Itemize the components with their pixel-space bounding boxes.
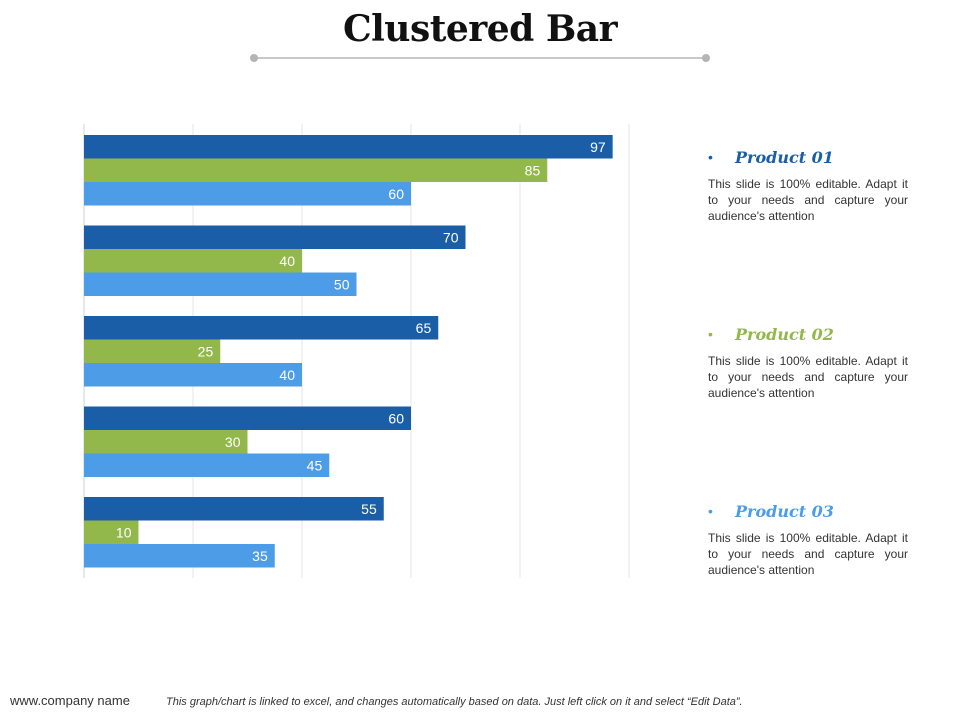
bullet-icon: • <box>708 149 713 165</box>
bar-data-label: 25 <box>198 343 214 359</box>
bar[interactable] <box>84 430 248 454</box>
legend-name: Product 02 <box>735 324 834 344</box>
bar[interactable] <box>84 135 613 159</box>
bar[interactable] <box>84 272 357 297</box>
legend-name: Product 03 <box>735 501 834 521</box>
bar-data-label: 50 <box>334 276 350 292</box>
bar-data-label: 40 <box>279 367 295 383</box>
bullet-icon: • <box>708 503 713 519</box>
legend-item-product-02: • Product 02 This slide is 100% editable… <box>708 323 908 401</box>
title-divider <box>254 57 706 59</box>
bar[interactable] <box>84 453 330 478</box>
bar-data-label: 40 <box>279 253 295 269</box>
bar[interactable] <box>84 520 139 545</box>
bar[interactable] <box>84 497 384 521</box>
bar[interactable] <box>84 339 221 364</box>
bar-data-label: 55 <box>361 501 377 517</box>
legend-item-product-01: • Product 01 This slide is 100% editable… <box>708 146 908 224</box>
bar[interactable] <box>84 182 411 206</box>
bar[interactable] <box>84 158 548 183</box>
bar-data-label: 85 <box>525 162 541 178</box>
bullet-icon: • <box>708 326 713 342</box>
page-title: Clustered Bar <box>342 8 618 50</box>
bar[interactable] <box>84 406 411 431</box>
bar[interactable] <box>84 363 302 387</box>
title-divider-right-dot <box>702 54 710 62</box>
legend-item-product-03: • Product 03 This slide is 100% editable… <box>708 500 908 578</box>
bar[interactable] <box>84 544 275 568</box>
legend-description: This slide is 100% editable. Adapt it to… <box>708 354 908 400</box>
bar-data-label: 70 <box>443 229 459 245</box>
legend-description: This slide is 100% editable. Adapt it to… <box>708 177 908 223</box>
legend-name: Product 01 <box>735 147 834 167</box>
bar-data-label: 65 <box>416 320 432 336</box>
bar-data-label: 60 <box>388 410 404 426</box>
bar-data-label: 60 <box>388 186 404 202</box>
bar-data-label: 30 <box>225 434 241 450</box>
footer-note: This graph/chart is linked to excel, and… <box>166 696 743 708</box>
legend-description: This slide is 100% editable. Adapt it to… <box>708 531 908 577</box>
bar[interactable] <box>84 316 439 340</box>
bar[interactable] <box>84 249 302 273</box>
bar[interactable] <box>84 225 466 250</box>
title-divider-left-dot <box>250 54 258 62</box>
bar-data-label: 35 <box>252 548 268 564</box>
bar-data-label: 10 <box>116 524 132 540</box>
bar-data-label: 97 <box>590 139 606 155</box>
footer-company[interactable]: www.company name <box>10 693 130 708</box>
bar-data-label: 45 <box>307 457 323 473</box>
